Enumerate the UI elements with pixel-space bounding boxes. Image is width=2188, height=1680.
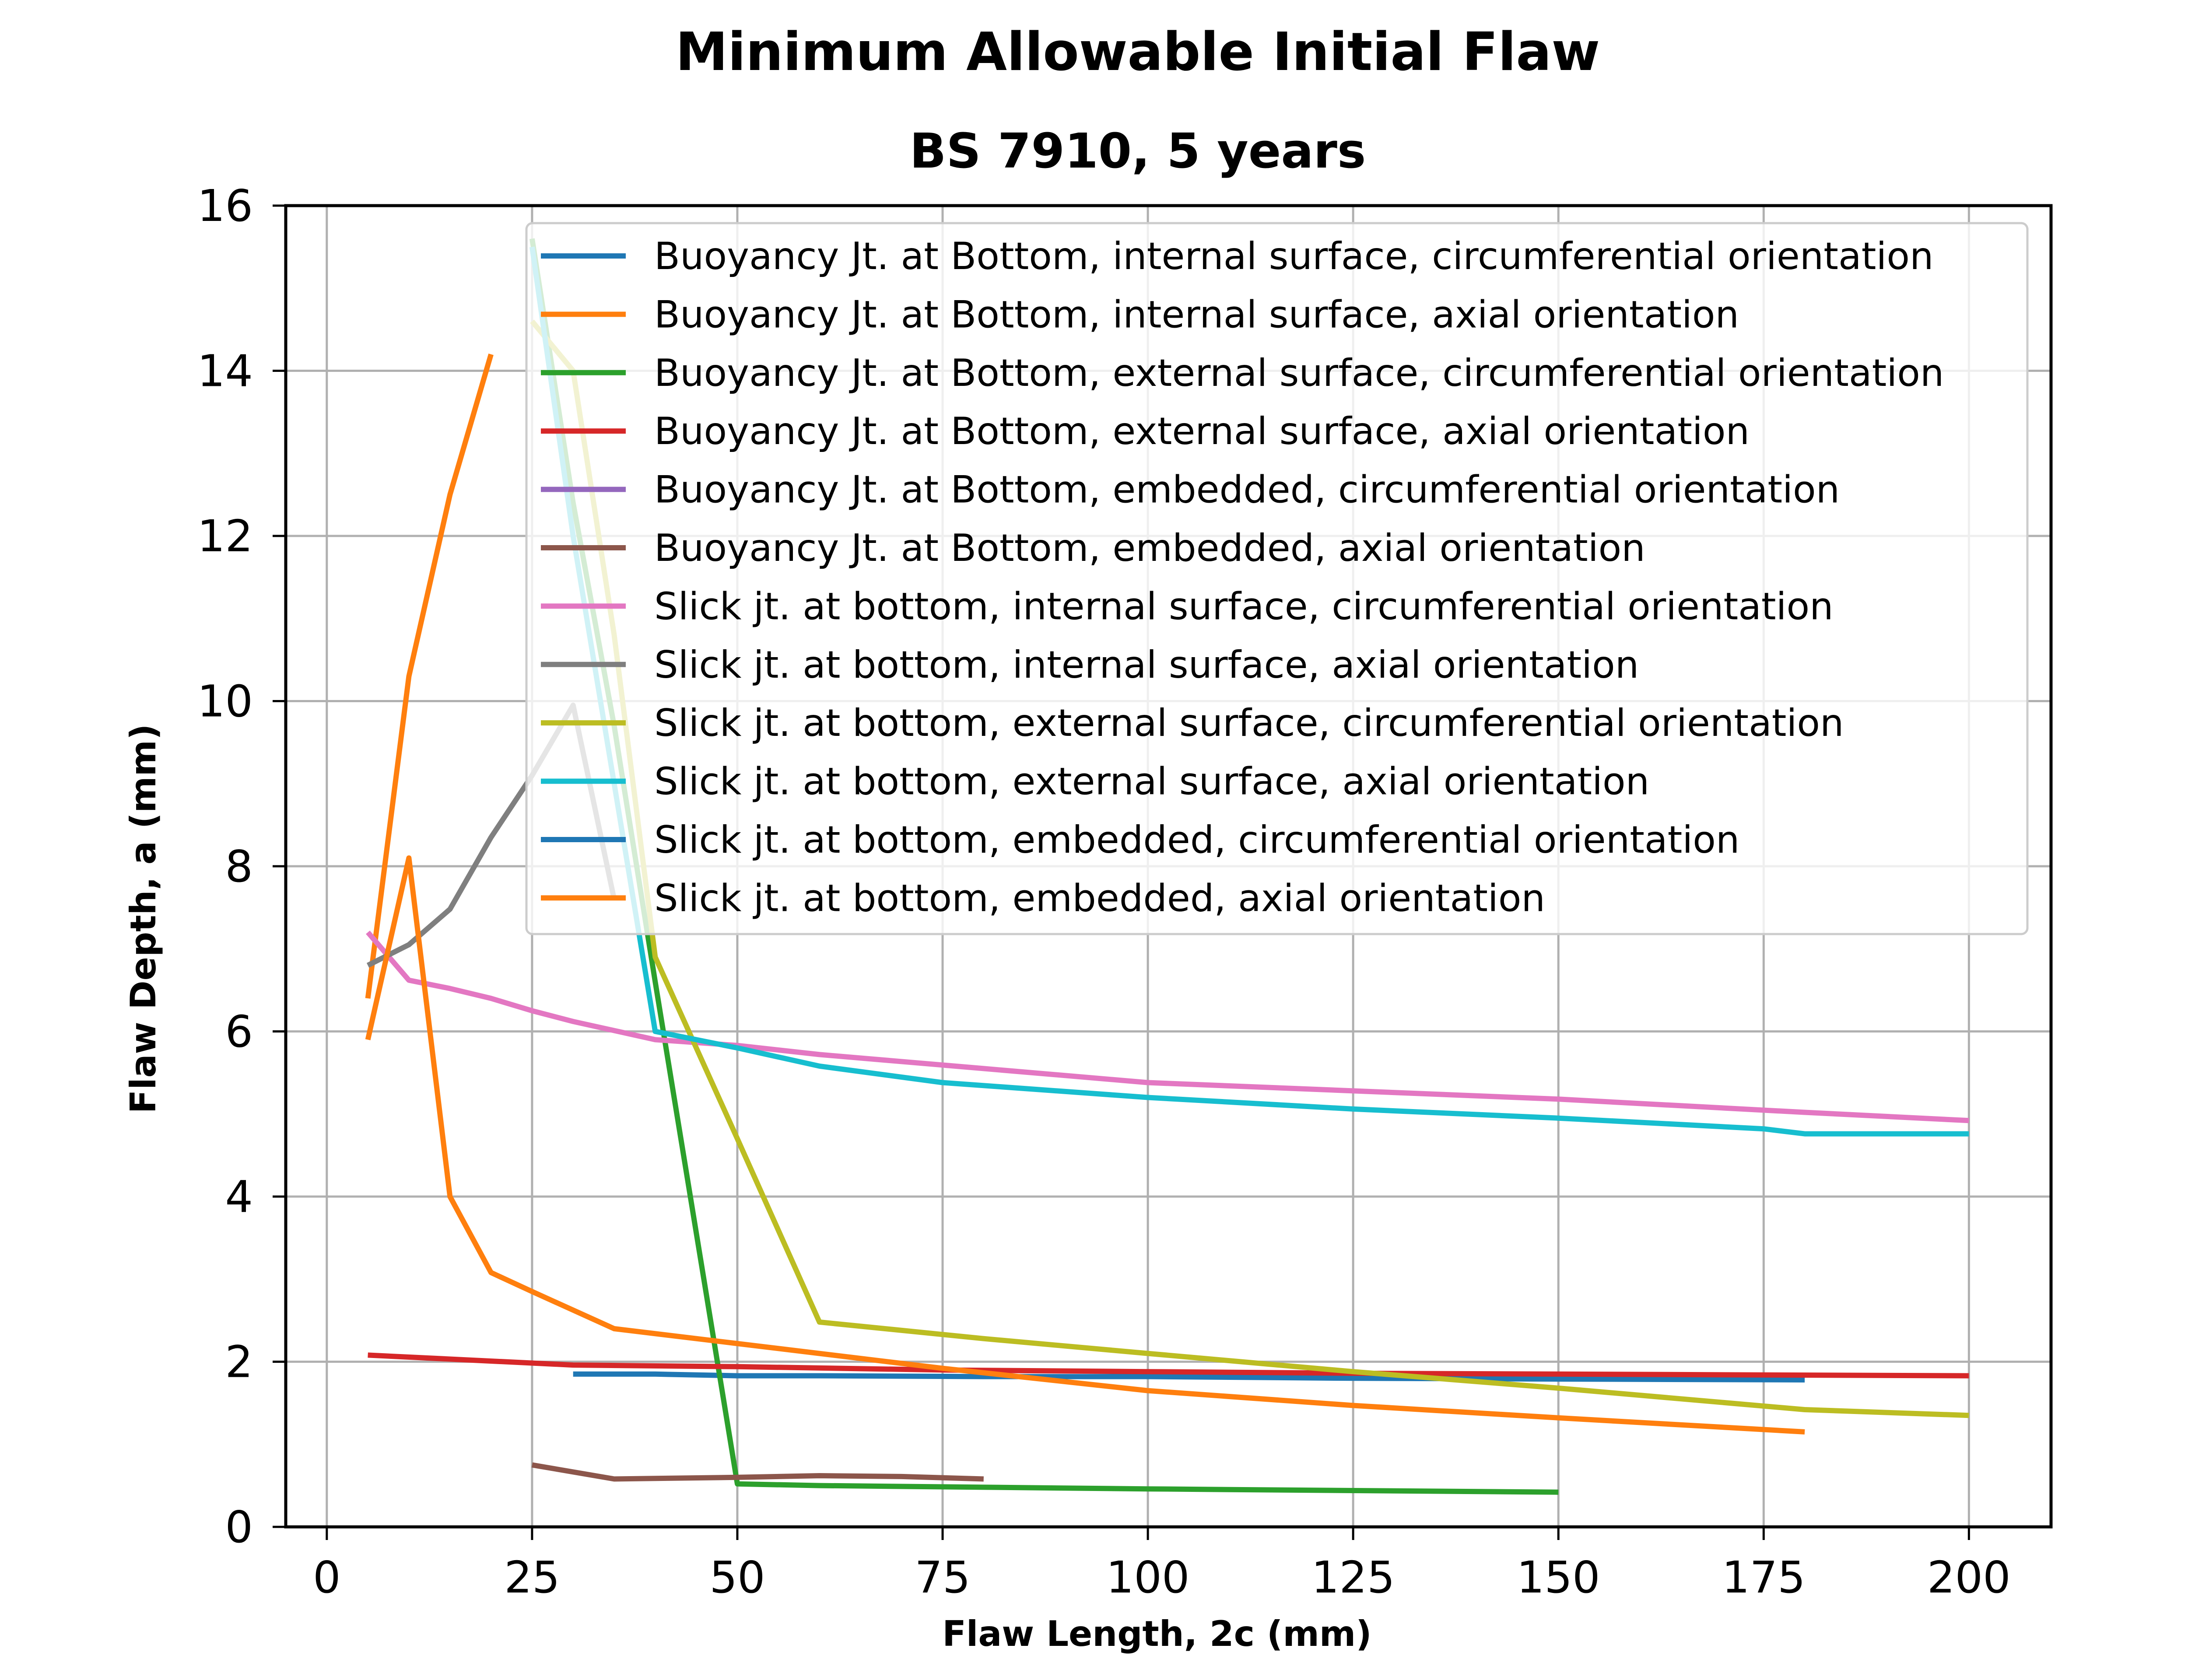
legend-entry-label: Slick jt. at bottom, embedded, axial ori… (654, 876, 1545, 920)
series-line (365, 354, 494, 999)
y-tick-label: 12 (197, 511, 253, 562)
x-tick-label: 0 (313, 1552, 341, 1603)
series-line (573, 1371, 1805, 1382)
legend-entry-label: Buoyancy Jt. at Bottom, embedded, circum… (654, 468, 1840, 512)
y-tick-label: 4 (225, 1171, 253, 1222)
x-tick-label: 150 (1517, 1552, 1600, 1603)
legend-entry-label: Buoyancy Jt. at Bottom, internal surface… (654, 293, 1739, 336)
x-tick-label: 25 (504, 1552, 560, 1603)
series-line (368, 1352, 1969, 1379)
legend-entry-label: Slick jt. at bottom, embedded, circumfer… (654, 818, 1739, 862)
y-axis-label: Flaw Depth, a (mm) (123, 724, 164, 1114)
x-tick-label: 125 (1311, 1552, 1395, 1603)
x-axis-label: Flaw Length, 2c (mm) (942, 1614, 1371, 1654)
plot-frame (284, 204, 2053, 1529)
chart-title: Minimum Allowable Initial Flaw (676, 22, 1600, 83)
series-line (365, 855, 1805, 1435)
x-tick-label: 175 (1722, 1552, 1806, 1603)
legend-entry-label: Buoyancy Jt. at Bottom, external surface… (654, 410, 1750, 453)
legend-box (525, 222, 2029, 935)
x-tick-label: 200 (1927, 1552, 2011, 1603)
chart-subtitle: BS 7910, 5 years (910, 123, 1366, 179)
legend-entry-label: Buoyancy Jt. at Bottom, embedded, axial … (654, 526, 1645, 570)
axis-ticks: 0 25 50 75 100 125 150 175 200 0 2 4 6 8 10 12 14 16 (197, 180, 2011, 1603)
legend-entry-label: Slick jt. at bottom, internal surface, c… (654, 584, 1834, 628)
x-tick-label: 100 (1106, 1552, 1190, 1603)
y-tick-label: 16 (197, 180, 253, 231)
y-tick-label: 14 (197, 346, 253, 397)
legend-entry-label: Slick jt. at bottom, external surface, a… (654, 760, 1649, 804)
x-tick-label: 50 (709, 1552, 765, 1603)
legend-entry-label: Slick jt. at bottom, internal surface, a… (654, 643, 1639, 687)
y-tick-label: 2 (225, 1337, 253, 1388)
legend-entry-label: Slick jt. at bottom, external surface, c… (654, 701, 1844, 745)
legend-entry-label: Buoyancy Jt. at Bottom, external surface… (654, 351, 1944, 395)
y-tick-label: 0 (225, 1502, 253, 1553)
y-tick-label: 10 (197, 676, 253, 727)
legend: Buoyancy Jt. at Bottom, internal surface… (525, 222, 2029, 935)
series-line (531, 1462, 984, 1482)
legend-entry-label: Buoyancy Jt. at Bottom, internal surface… (654, 234, 1933, 278)
y-tick-label: 6 (225, 1006, 253, 1057)
y-tick-label: 8 (225, 841, 253, 892)
x-tick-label: 75 (915, 1552, 970, 1603)
